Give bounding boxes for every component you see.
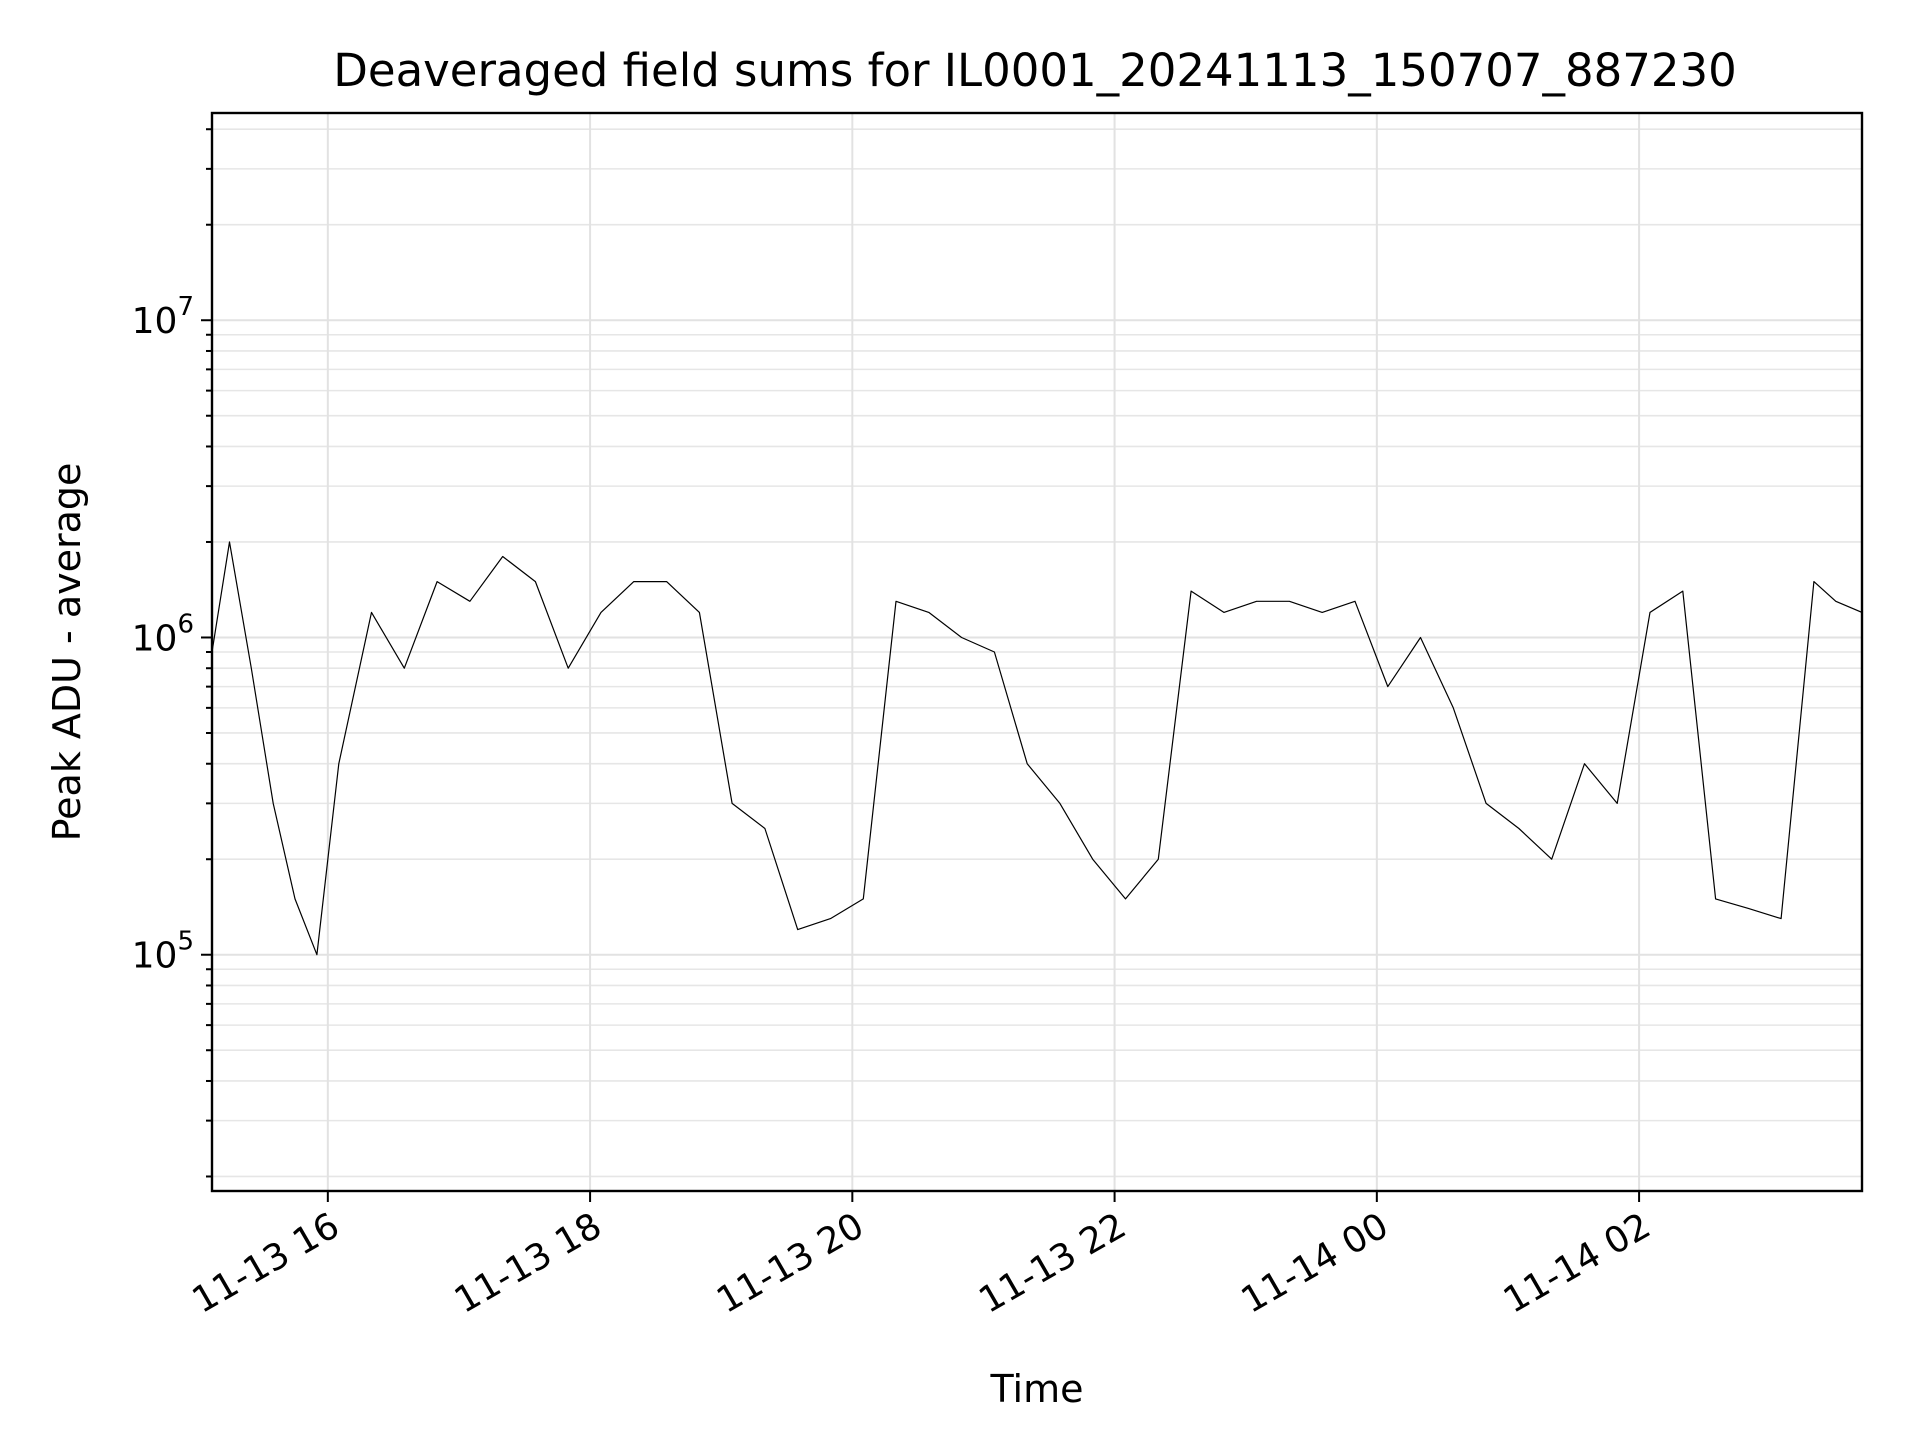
y-tick-label: 106 (132, 609, 194, 659)
y-tick-label: 107 (132, 292, 194, 342)
y-axis-label: Peak ADU - average (45, 463, 89, 842)
x-axis-label: Time (990, 1367, 1084, 1411)
y-axis: 105 106 107 (132, 128, 212, 1178)
data-series-layer (212, 541, 1862, 956)
series-line (212, 541, 1862, 956)
chart-title: Deaveraged field sums for IL0001_2024111… (333, 44, 1737, 97)
y-tick-label: 105 (132, 927, 194, 977)
grid-lines (212, 113, 1862, 1191)
